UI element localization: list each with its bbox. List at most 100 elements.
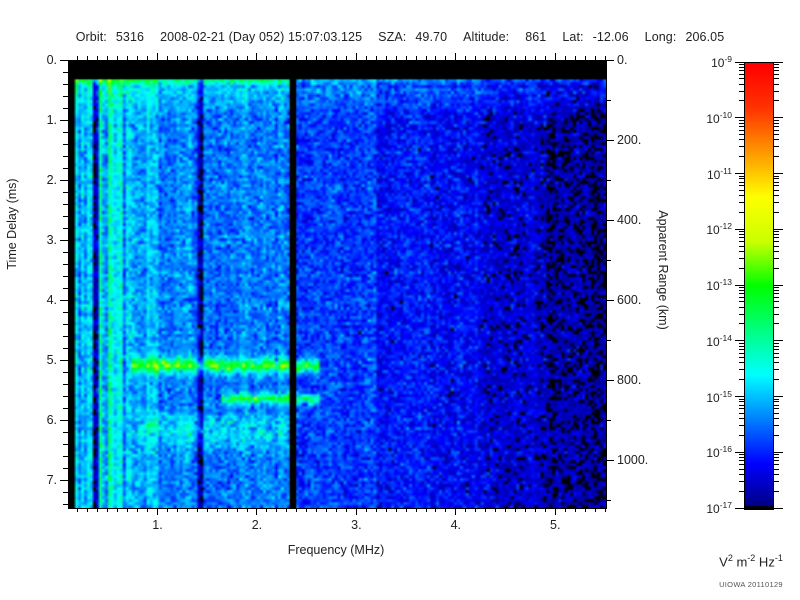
- x-axis-tick-minor: [137, 508, 139, 512]
- y-axis-right-tick: [606, 219, 614, 221]
- x-axis-tick-minor: [395, 508, 397, 512]
- colorbar-tick-minor: [774, 362, 779, 364]
- x-axis-tick-minor-top: [77, 56, 79, 60]
- x-axis-tick-minor-top: [127, 56, 129, 60]
- y-axis-left-tick-label: 7.: [46, 473, 57, 487]
- x-axis-tick-minor-top: [117, 56, 119, 60]
- colorbar-tick-minor: [774, 195, 779, 197]
- colorbar-tick: [735, 507, 744, 509]
- y-axis-left-tick-label: 0.: [46, 53, 57, 67]
- colorbar-tick-minor: [739, 468, 744, 470]
- colorbar-tick-minor: [739, 267, 744, 269]
- colorbar-tick-minor: [774, 454, 779, 456]
- colorbar-tick-minor: [739, 73, 744, 75]
- colorbar-tick-label: 10-17: [706, 500, 732, 516]
- x-axis-tick-minor-top: [574, 56, 576, 60]
- colorbar-tick: [735, 284, 744, 286]
- colorbar-tick-minor: [739, 250, 744, 252]
- colorbar-tick-minor: [774, 289, 779, 291]
- colorbar-tick-minor: [739, 287, 744, 289]
- x-axis-tick-minor: [176, 508, 178, 512]
- colorbar-tick-minor: [739, 156, 744, 158]
- y-axis-left-tick-label: 1.: [46, 113, 57, 127]
- x-axis-tick-minor: [147, 508, 149, 512]
- y-axis-left-tick: [60, 359, 68, 361]
- colorbar-tick-minor: [739, 241, 744, 243]
- y-axis-left-tick: [63, 311, 68, 313]
- colorbar-tick-minor: [739, 202, 744, 204]
- x-axis-tick-minor-top: [345, 56, 347, 60]
- colorbar-tick: [735, 61, 744, 63]
- sza-label: SZA:: [378, 30, 407, 44]
- x-axis-tick-minor-top: [425, 56, 427, 60]
- x-axis-tick-minor: [584, 508, 586, 512]
- colorbar-tick-minor: [739, 189, 744, 191]
- x-axis-tick-minor: [564, 508, 566, 512]
- y-axis-left-tick: [63, 251, 68, 253]
- x-axis-tick-minor: [166, 508, 168, 512]
- x-axis-tick-minor-top: [505, 56, 507, 60]
- y-axis-right-tick: [606, 459, 614, 461]
- colorbar-tick-minor: [739, 83, 744, 85]
- y-axis-left-tick: [63, 167, 68, 169]
- colorbar-tick-base: 10: [706, 111, 720, 126]
- colorbar-tick-minor: [774, 64, 779, 66]
- y-axis-left-tick: [63, 131, 68, 133]
- colorbar-tick: [735, 396, 744, 397]
- colorbar-tick-minor: [774, 357, 779, 359]
- colorbar-tick-minor: [739, 425, 744, 427]
- colorbar-tick-exponent: -12: [719, 221, 732, 232]
- colorbar-tick-minor: [739, 348, 744, 350]
- unit-volt: V: [719, 554, 728, 570]
- y-axis-left-tick-label: 2.: [46, 173, 57, 187]
- colorbar-tick: [735, 173, 744, 174]
- y-axis-left-tick-label: 6.: [46, 413, 57, 427]
- y-axis-left-tick: [60, 479, 68, 481]
- colorbar-tick-minor: [739, 313, 744, 315]
- x-axis-tick-minor-top: [524, 56, 526, 60]
- colorbar-tick-label: 10-9: [711, 54, 732, 70]
- colorbar-tick-minor: [739, 398, 744, 400]
- colorbar-tick-minor: [774, 70, 779, 72]
- x-axis-tick-minor-top: [176, 56, 178, 60]
- colorbar-tick-minor: [774, 369, 779, 371]
- colorbar-tick-minor: [739, 306, 744, 308]
- x-axis-tick-minor-top: [534, 56, 536, 60]
- y-axis-left-tick: [63, 203, 68, 205]
- colorbar-tick-minor: [774, 434, 779, 436]
- colorbar-tick-minor: [774, 189, 779, 191]
- colorbar-tick-minor: [774, 345, 779, 347]
- x-axis-tick-minor: [256, 508, 258, 515]
- colorbar-tick-minor: [774, 139, 779, 141]
- colorbar-tick-minor: [774, 134, 779, 136]
- colorbar-tick-minor: [774, 352, 779, 354]
- x-axis-tick-minor-top: [276, 56, 278, 60]
- x-axis-tick-minor-top: [385, 56, 387, 60]
- x-axis-tick-minor-top: [316, 56, 318, 60]
- colorbar-tick-minor: [739, 357, 744, 359]
- x-axis-tick-minor: [316, 508, 318, 512]
- colorbar-tick: [774, 396, 783, 397]
- y-axis-right-tick: [606, 379, 614, 381]
- x-axis-tick-minor: [236, 508, 238, 512]
- colorbar-tick-minor: [739, 434, 744, 436]
- colorbar-tick-minor: [739, 473, 744, 475]
- colorbar-tick-minor: [774, 66, 779, 68]
- y-axis-right-tick-label: 0.: [617, 53, 628, 67]
- colorbar-tick-minor: [739, 185, 744, 187]
- colorbar-tick-base: 10: [706, 223, 720, 238]
- x-axis-tick-minor: [465, 508, 467, 512]
- colorbar-tick-minor: [774, 90, 779, 92]
- x-axis-title: Frequency (MHz): [287, 543, 385, 557]
- x-axis-tick-minor: [246, 508, 248, 512]
- colorbar-tick-minor: [774, 425, 779, 427]
- colorbar-canvas: [745, 63, 773, 509]
- lat-value: -12.06: [592, 30, 629, 44]
- x-axis-tick-minor-top: [107, 56, 109, 60]
- y-axis-left-tick: [60, 119, 68, 121]
- colorbar-tick-minor: [774, 490, 779, 492]
- x-axis-tick-minor-top: [544, 56, 546, 60]
- x-axis-tick-minor: [226, 508, 228, 512]
- colorbar-tick-minor: [739, 175, 744, 177]
- x-axis-tick-minor-top: [405, 56, 407, 60]
